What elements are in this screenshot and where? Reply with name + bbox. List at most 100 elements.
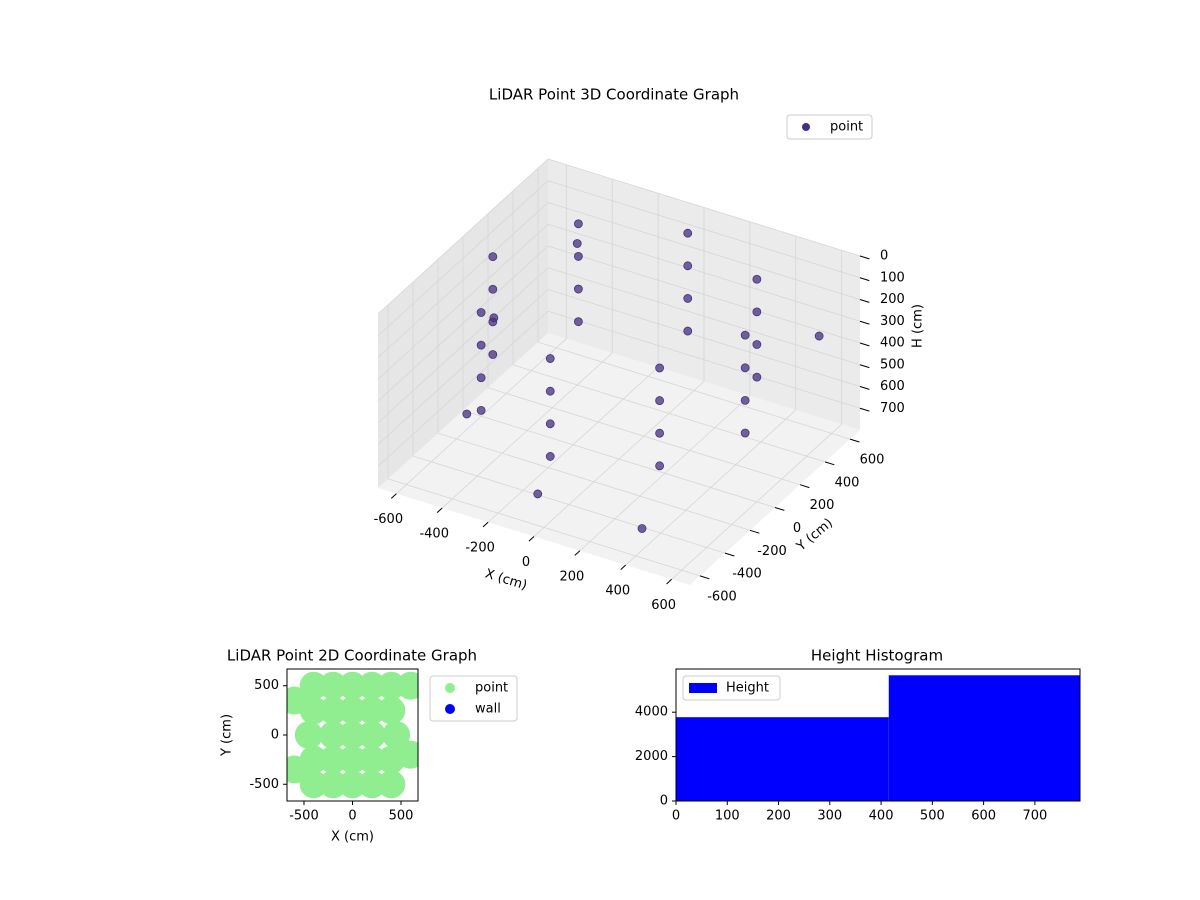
point xyxy=(573,284,583,294)
axes-frame xyxy=(675,668,1081,802)
z-tick-label: 500 xyxy=(880,357,905,372)
x-tick-label: 400 xyxy=(869,809,894,824)
point xyxy=(338,745,367,774)
z-tick-label: 600 xyxy=(880,379,905,394)
point xyxy=(357,671,386,700)
point xyxy=(299,671,328,700)
point xyxy=(476,308,486,317)
grid-line xyxy=(547,289,861,387)
tick-mark xyxy=(859,255,870,260)
tick-mark xyxy=(390,493,397,499)
grid-line xyxy=(377,245,549,402)
point xyxy=(655,363,665,373)
point xyxy=(294,721,323,749)
point xyxy=(357,745,386,774)
grid-line xyxy=(377,223,549,380)
y-tick-label: 0 xyxy=(271,728,279,743)
tick-mark xyxy=(859,342,870,347)
point xyxy=(488,252,498,262)
y-tick-label: -600 xyxy=(707,589,737,604)
tick-mark xyxy=(799,484,810,489)
grid-line xyxy=(547,180,861,279)
point xyxy=(545,354,555,363)
point xyxy=(683,261,693,271)
grid-line xyxy=(377,310,549,467)
point xyxy=(814,331,824,341)
x-tick-label: 400 xyxy=(605,584,630,599)
grid-line xyxy=(377,267,549,424)
y-tick-label: 200 xyxy=(810,498,835,513)
grid-line xyxy=(547,267,861,366)
y-tick-label: 400 xyxy=(835,475,860,490)
x-tick-label: 0 xyxy=(348,809,356,824)
point xyxy=(338,696,367,725)
grid-line xyxy=(547,202,861,300)
x-tick-label: 0 xyxy=(672,809,680,824)
tick-mark xyxy=(774,507,785,511)
x-tick-label: 100 xyxy=(715,809,740,824)
grid-line xyxy=(377,202,549,358)
grid-line xyxy=(437,432,751,531)
x-tick-label: 600 xyxy=(651,598,676,613)
point xyxy=(740,363,750,373)
grid-line xyxy=(377,180,549,337)
tick-mark xyxy=(666,578,672,585)
tick-mark xyxy=(859,364,870,369)
point xyxy=(752,307,762,317)
tick-mark xyxy=(724,552,735,557)
point xyxy=(637,524,647,533)
point xyxy=(319,696,348,725)
point xyxy=(752,274,762,284)
point xyxy=(338,671,367,700)
plot-area xyxy=(676,675,1080,801)
tick-mark xyxy=(859,277,870,282)
tick-mark xyxy=(859,299,870,303)
point xyxy=(488,284,498,294)
point xyxy=(357,770,386,799)
point xyxy=(655,396,665,405)
point xyxy=(545,452,555,461)
point xyxy=(319,770,348,799)
tick-mark xyxy=(528,536,535,542)
bar xyxy=(888,675,1080,801)
tick-mark xyxy=(620,564,627,571)
z-tick-label: 100 xyxy=(880,270,905,285)
point xyxy=(476,340,486,350)
tick-mark xyxy=(859,386,870,390)
point xyxy=(573,219,583,229)
tick-mark xyxy=(824,461,835,466)
x-tick-label: 500 xyxy=(920,809,945,824)
grid-line xyxy=(547,223,861,322)
chart-title: Height Histogram xyxy=(811,647,943,665)
point xyxy=(683,228,693,238)
z-axis-label: H (cm) xyxy=(911,304,926,348)
point xyxy=(655,428,665,438)
legend-label: wall xyxy=(475,702,501,717)
point xyxy=(740,395,750,405)
y-tick-label: -500 xyxy=(249,777,279,792)
y-tick-label: -400 xyxy=(732,567,762,582)
point xyxy=(533,489,543,499)
point xyxy=(740,428,750,438)
point xyxy=(752,372,762,382)
z-tick-label: 700 xyxy=(880,401,905,416)
chart-title: LiDAR Point 3D Coordinate Graph xyxy=(489,86,739,104)
tick-mark xyxy=(699,575,710,580)
point xyxy=(377,770,406,799)
grid-line xyxy=(537,341,851,440)
legend-marker xyxy=(802,123,810,131)
point xyxy=(572,239,582,248)
plot-area xyxy=(287,671,418,799)
grid-line xyxy=(377,158,549,315)
legend-label: Height xyxy=(726,681,769,696)
x-tick-label: 600 xyxy=(971,809,996,824)
point xyxy=(287,686,309,715)
x-tick-label: -200 xyxy=(465,541,495,556)
x-tick-label: 200 xyxy=(766,809,791,824)
point xyxy=(752,340,762,349)
point xyxy=(683,326,693,336)
grid-line xyxy=(387,478,701,577)
grid-line xyxy=(487,387,801,486)
grid-line xyxy=(512,364,826,463)
